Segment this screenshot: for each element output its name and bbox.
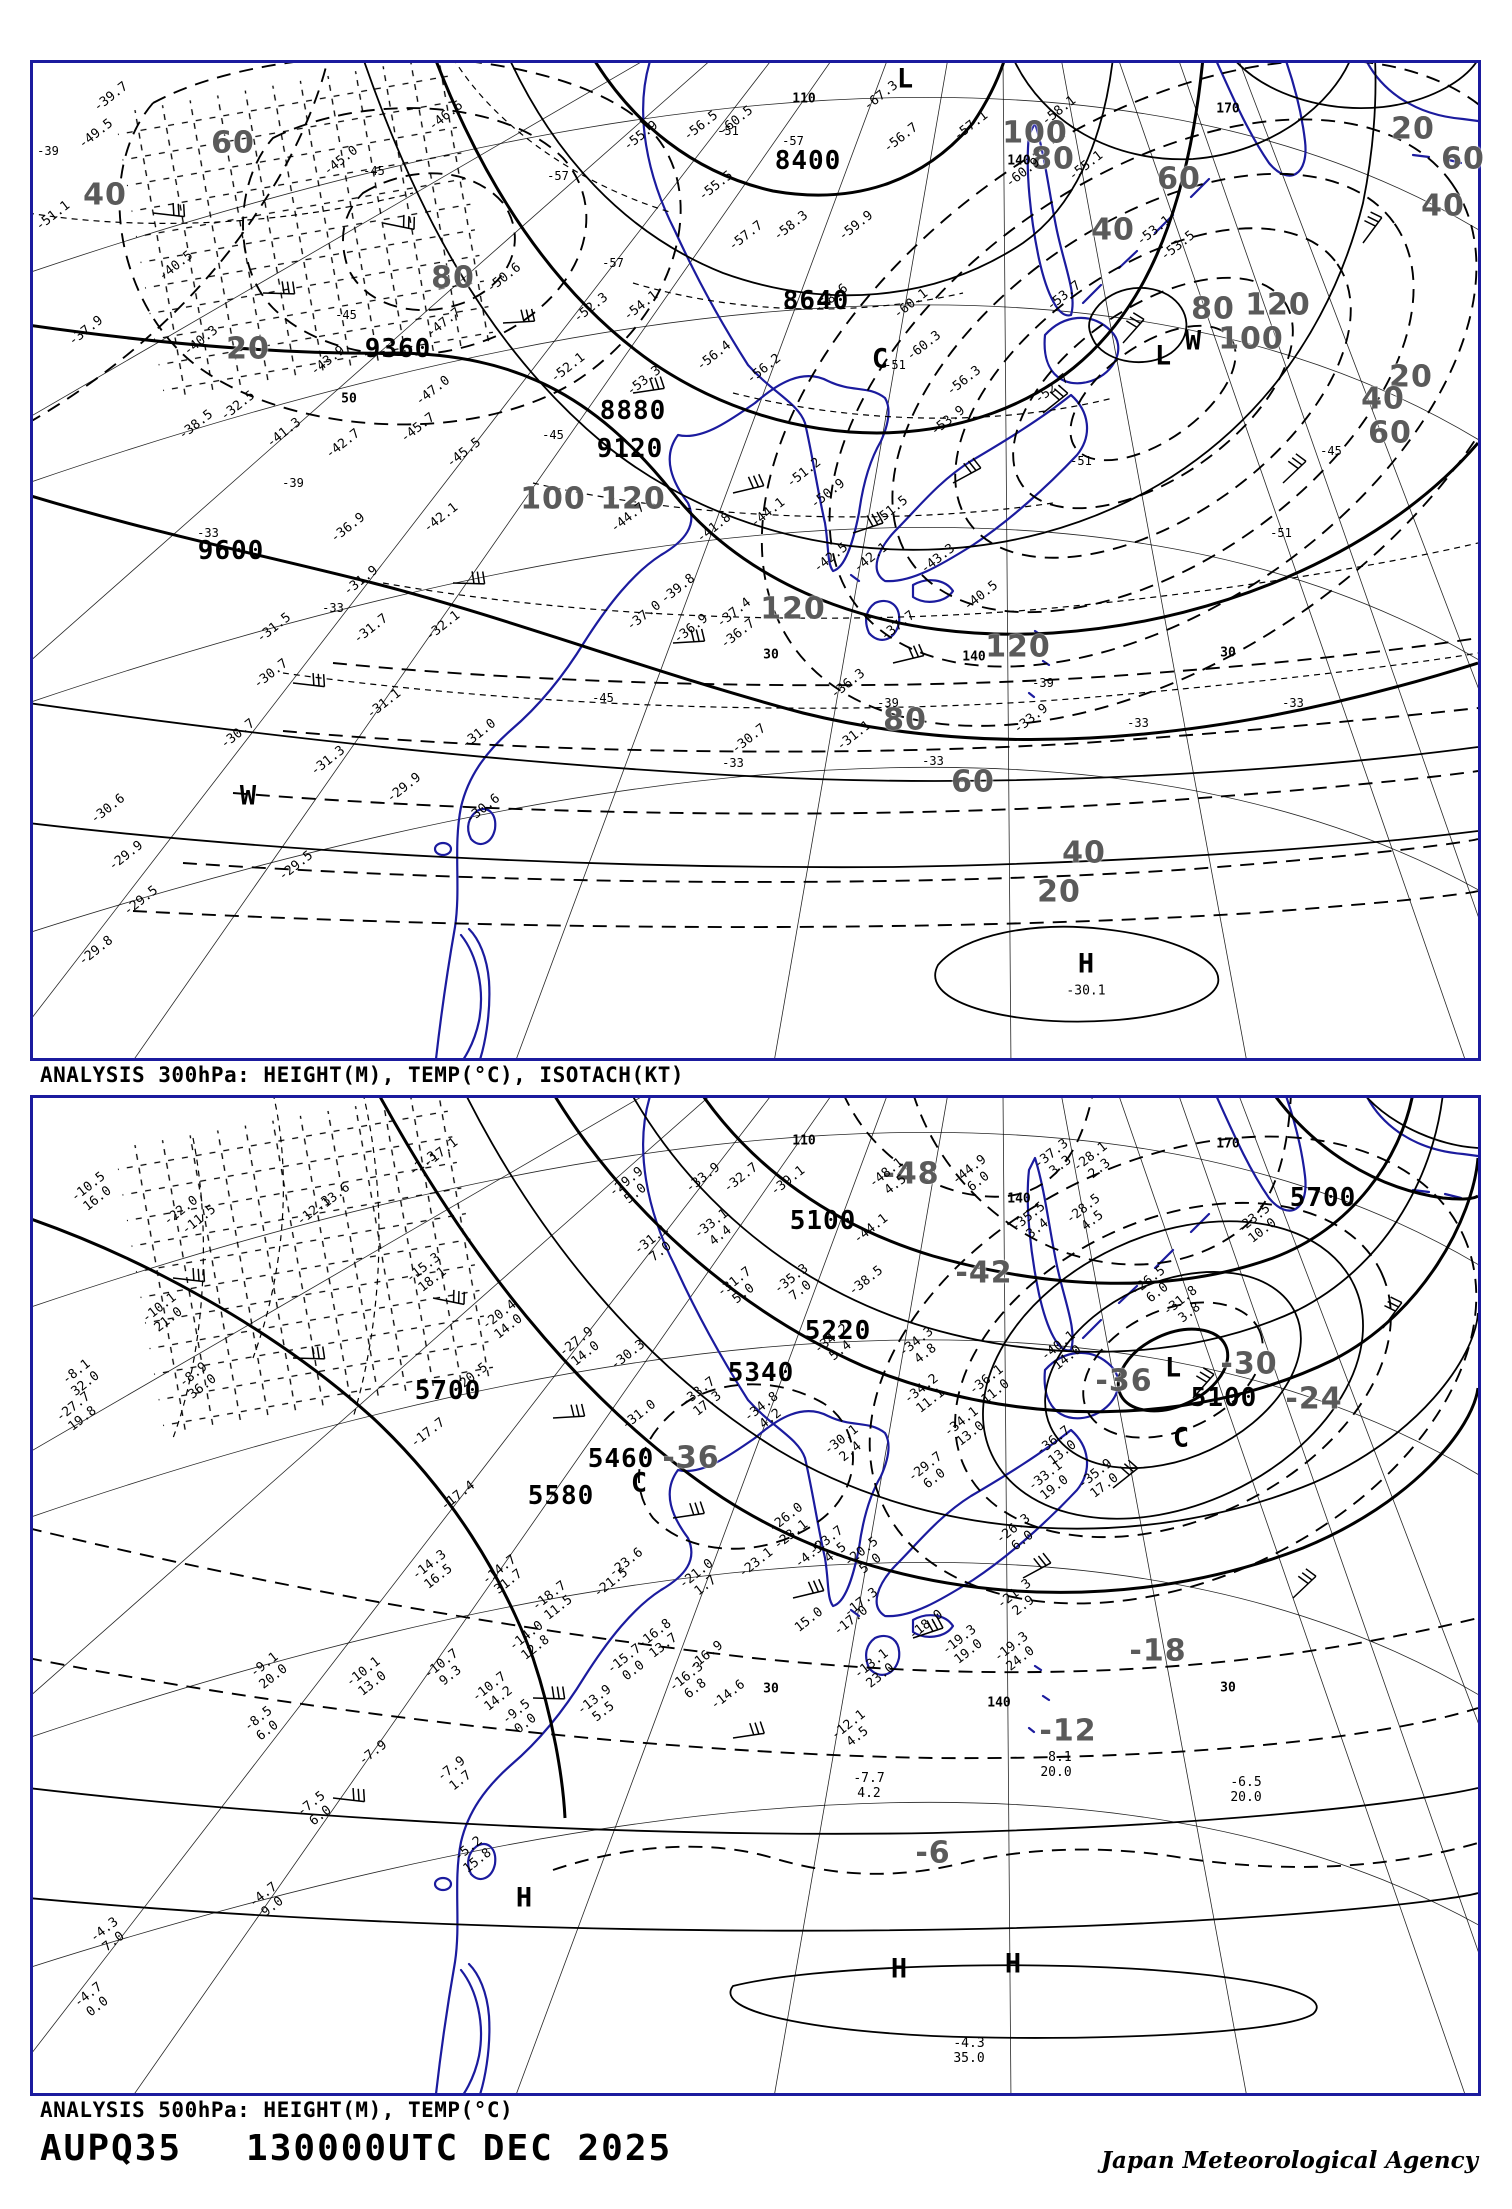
agency-name: Japan Meteorological Agency [1101, 2147, 1478, 2174]
caption-300hpa: ANALYSIS 300hPa: HEIGHT(M), TEMP(°C), IS… [40, 1063, 685, 1087]
hatch-region [114, 1098, 495, 1437]
isotach-isotherm-layer [33, 63, 1478, 928]
isotherm-layer [33, 1098, 1478, 1875]
map-panel-300hpa: 8400 8640 8880 9120 9360 9600 60 40 20 80 100 80 60 4… [30, 60, 1484, 1061]
height-contour-layer [33, 63, 1478, 1023]
caption-500hpa: ANALYSIS 500hPa: HEIGHT(M), TEMP(°C) [40, 2098, 514, 2122]
map-panel-500hpa: 5700 5700 5100 5220 5340 5460 5580 5100 -48 -42 -3… [30, 1095, 1481, 2096]
hatch-region [114, 63, 495, 402]
bulletin-datetime: 130000UTC DEC 2025 [246, 2128, 673, 2169]
map-500hpa-svg [33, 1098, 1478, 2093]
bulletin-footer: AUPQ35 130000UTC DEC 2025 [40, 2128, 672, 2169]
map-300hpa-svg [33, 63, 1478, 1058]
height-contour-layer [33, 1098, 1478, 2039]
bulletin-id: AUPQ35 [40, 2128, 183, 2169]
